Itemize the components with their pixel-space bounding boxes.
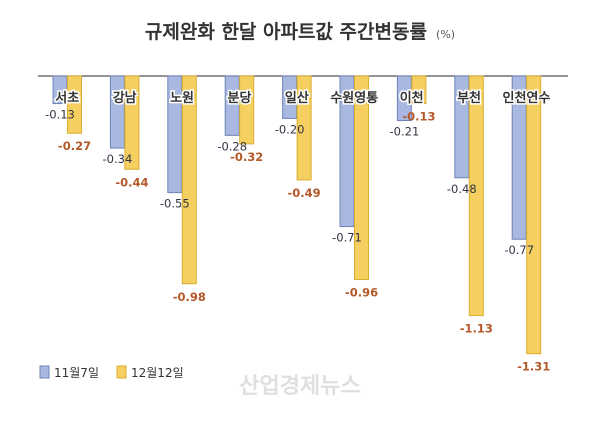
value-label-series-1-5: -0.71 — [332, 231, 362, 245]
value-label-series-2-1: -0.44 — [115, 175, 148, 189]
value-label-series-1-6: -0.21 — [390, 125, 420, 139]
value-label-series-1-4: -0.20 — [275, 122, 305, 136]
value-label-series-1-1: -0.34 — [103, 152, 133, 166]
value-label-series-1-3: -0.28 — [217, 139, 247, 153]
category-label-3: 분당 — [227, 90, 251, 106]
value-label-series-2-4: -0.49 — [288, 186, 321, 200]
legend-swatch-series-2 — [116, 365, 127, 379]
legend-swatch-series-1 — [39, 365, 50, 379]
category-label-5: 수원영통 — [330, 91, 378, 106]
value-label-series-1-8: -0.77 — [504, 243, 534, 257]
category-label-6: 이천 — [400, 90, 424, 106]
value-label-series-2-6: -0.13 — [402, 110, 435, 124]
value-label-series-2-3: -0.32 — [230, 150, 263, 164]
bar-series-2-7 — [468, 75, 484, 317]
category-label-8: 인천연수 — [503, 90, 551, 106]
bar-series-2-3 — [239, 75, 255, 145]
bar-series-1-1 — [109, 75, 125, 149]
value-label-series-2-8: -1.31 — [517, 360, 550, 374]
bar-series-2-6 — [411, 75, 427, 105]
legend-label-series-2: 12월12일 — [131, 366, 184, 380]
watermark: 산업경제뉴스 — [239, 374, 360, 399]
legend-label-series-1: 11월7일 — [54, 366, 99, 380]
bar-series-2-4 — [296, 75, 312, 181]
bar-series-2-1 — [124, 75, 140, 170]
bar-series-2-8 — [526, 75, 542, 355]
bars-group: 서초 -0.13 -0.27 강남 -0.34 -0.44 노원 -0.55 -0.98 분당 -0… — [45, 75, 552, 374]
chart-title-text: 규제완화 한달 아파트값 주간변동률 — [145, 21, 427, 43]
value-label-series-2-7: -1.13 — [460, 322, 493, 336]
value-label-series-2-5: -0.96 — [345, 286, 378, 300]
chart-title: 규제완화 한달 아파트값 주간변동률 (%) — [145, 21, 455, 43]
category-label-7: 부천 — [457, 91, 481, 106]
category-label-0: 서초 — [55, 91, 79, 106]
value-label-series-2-0: -0.27 — [58, 139, 91, 153]
value-label-series-1-2: -0.55 — [160, 197, 190, 211]
bar-series-2-5 — [354, 75, 369, 281]
category-label-1: 강남 — [113, 90, 137, 106]
legend: 11월7일 12월12일 — [39, 365, 184, 380]
bar-series-2-0 — [67, 75, 82, 134]
chart-unit: (%) — [436, 28, 455, 41]
category-label-2: 노원 — [170, 91, 194, 106]
value-label-series-1-0: -0.13 — [45, 108, 75, 122]
bar-series-2-2 — [181, 75, 197, 285]
value-label-series-2-2: -0.98 — [173, 290, 206, 304]
category-label-4: 일산 — [285, 90, 309, 106]
value-label-series-1-7: -0.48 — [447, 182, 477, 196]
